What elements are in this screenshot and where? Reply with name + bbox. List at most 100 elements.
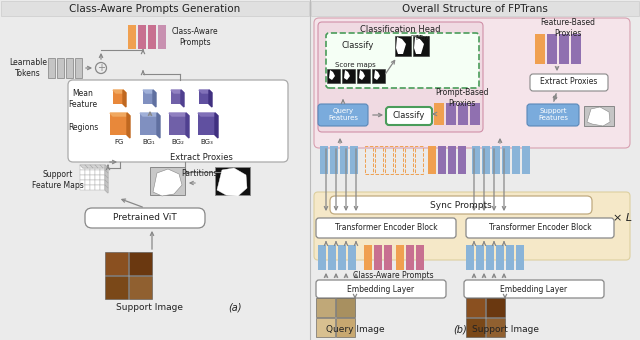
FancyBboxPatch shape	[464, 280, 604, 298]
Polygon shape	[209, 90, 212, 107]
Bar	[100, 170, 105, 175]
Text: Classify: Classify	[342, 41, 374, 51]
Text: Support
Features: Support Features	[538, 108, 568, 121]
Bar	[492, 146, 500, 174]
Bar	[311, 1, 639, 16]
Bar	[318, 245, 326, 270]
Text: Sync Prompts: Sync Prompts	[430, 201, 492, 209]
Bar	[150, 167, 185, 195]
Polygon shape	[587, 107, 610, 126]
Bar	[85, 170, 90, 175]
Text: Overall Structure of FPTrans: Overall Structure of FPTrans	[402, 4, 548, 14]
FancyBboxPatch shape	[326, 33, 479, 88]
Polygon shape	[143, 90, 156, 93]
Bar	[446, 103, 456, 125]
Bar	[169, 113, 186, 135]
Bar	[350, 146, 358, 174]
Bar	[199, 90, 209, 104]
Bar	[466, 245, 474, 270]
Bar	[140, 113, 157, 135]
Bar	[571, 34, 581, 64]
Bar	[470, 103, 480, 125]
Bar	[66, 58, 73, 78]
Bar	[466, 318, 485, 337]
FancyBboxPatch shape	[85, 208, 205, 228]
Bar	[85, 165, 90, 170]
Bar	[113, 90, 123, 104]
Bar	[396, 245, 404, 270]
Bar	[138, 25, 146, 49]
Text: Extract Proxies: Extract Proxies	[540, 78, 598, 86]
Polygon shape	[181, 90, 184, 107]
FancyBboxPatch shape	[318, 104, 368, 126]
Polygon shape	[171, 90, 184, 93]
Text: Transformer Encoder Block: Transformer Encoder Block	[335, 223, 437, 233]
Text: Score maps: Score maps	[335, 62, 376, 68]
Text: FG: FG	[115, 139, 124, 145]
Polygon shape	[344, 70, 350, 80]
FancyBboxPatch shape	[386, 107, 432, 125]
Bar	[496, 245, 504, 270]
Polygon shape	[217, 168, 247, 196]
Text: (a): (a)	[228, 303, 242, 313]
Polygon shape	[105, 175, 108, 183]
Bar	[128, 25, 136, 49]
Polygon shape	[105, 170, 108, 178]
FancyBboxPatch shape	[530, 74, 608, 91]
Bar	[95, 185, 100, 190]
Bar	[364, 245, 372, 270]
Polygon shape	[198, 113, 218, 116]
Polygon shape	[396, 37, 406, 54]
Polygon shape	[374, 70, 380, 80]
Bar	[372, 69, 385, 83]
Bar	[413, 36, 429, 56]
Text: Support
Feature Maps: Support Feature Maps	[32, 170, 84, 190]
Bar	[129, 276, 152, 299]
Bar	[405, 146, 413, 174]
Text: Extract Proxies: Extract Proxies	[170, 153, 233, 162]
Bar	[516, 245, 524, 270]
Bar	[1, 1, 309, 16]
Bar	[512, 146, 520, 174]
Polygon shape	[186, 113, 189, 138]
Text: Class-Aware Prompts: Class-Aware Prompts	[353, 272, 433, 280]
Bar	[434, 103, 444, 125]
Bar	[428, 146, 436, 174]
Polygon shape	[215, 113, 218, 138]
Bar	[95, 165, 100, 170]
Bar	[327, 69, 340, 83]
Bar	[85, 175, 90, 180]
Text: Class-Aware Prompts Generation: Class-Aware Prompts Generation	[69, 4, 241, 14]
Bar	[486, 245, 494, 270]
FancyBboxPatch shape	[68, 80, 288, 162]
Text: Classify: Classify	[393, 112, 425, 120]
Text: Support Image: Support Image	[472, 325, 538, 335]
Bar	[328, 245, 336, 270]
Bar	[158, 25, 166, 49]
Bar	[374, 245, 382, 270]
Bar	[105, 276, 128, 299]
Bar	[85, 185, 90, 190]
Bar	[85, 180, 90, 185]
Text: Query
Features: Query Features	[328, 108, 358, 121]
Polygon shape	[105, 185, 108, 193]
Polygon shape	[169, 113, 189, 116]
FancyBboxPatch shape	[316, 280, 446, 298]
Bar	[80, 185, 85, 190]
Text: Support Image: Support Image	[116, 304, 184, 312]
FancyBboxPatch shape	[466, 218, 614, 238]
Bar	[506, 245, 514, 270]
Bar	[365, 146, 373, 174]
Polygon shape	[80, 165, 88, 168]
Polygon shape	[414, 37, 424, 54]
FancyBboxPatch shape	[314, 18, 630, 148]
Bar	[330, 146, 338, 174]
Bar	[584, 106, 614, 126]
Bar	[522, 146, 530, 174]
Bar	[338, 245, 346, 270]
Text: (b): (b)	[453, 325, 467, 335]
Bar	[100, 175, 105, 180]
Bar	[143, 90, 153, 104]
Bar	[129, 252, 152, 275]
Bar	[148, 25, 156, 49]
